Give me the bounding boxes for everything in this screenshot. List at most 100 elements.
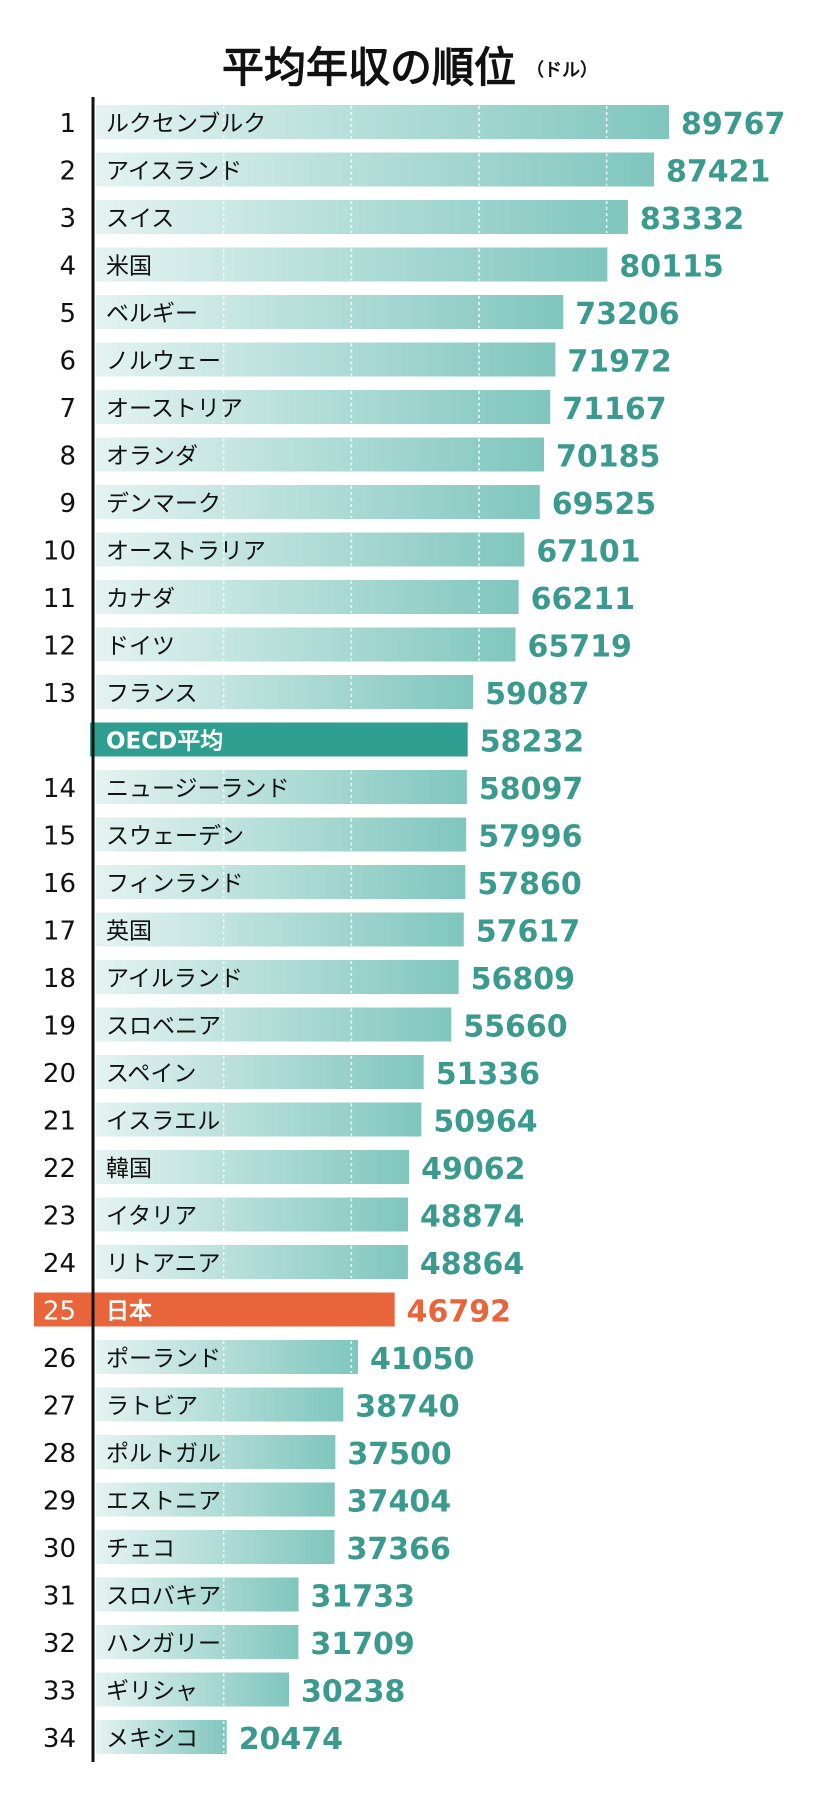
category-label: スロバキア: [106, 1584, 221, 1610]
rank-label: 19: [43, 1012, 76, 1042]
bar: [96, 200, 628, 234]
category-label: ノルウェー: [106, 349, 221, 375]
bar: [96, 247, 608, 282]
value-label: 51336: [436, 1057, 540, 1092]
bar: [96, 152, 655, 187]
bar: [96, 1340, 359, 1374]
bar: [96, 1007, 452, 1042]
rank-label: 15: [43, 822, 76, 852]
value-label: 49062: [421, 1152, 525, 1187]
category-label: チェコ: [106, 1536, 175, 1562]
bar: [96, 817, 467, 852]
category-label: カナダ: [106, 586, 175, 612]
bar: [96, 1245, 408, 1279]
rank-label: 2: [59, 157, 76, 187]
bar: [96, 627, 516, 662]
category-label: スウェーデン: [106, 824, 244, 850]
bar: [96, 1435, 336, 1469]
value-label: 46792: [407, 1295, 511, 1330]
bar: [96, 1720, 227, 1754]
rank-label: 11: [43, 584, 76, 614]
rank-label: 17: [43, 917, 76, 947]
category-label: 米国: [106, 254, 152, 280]
rank-label: 33: [43, 1677, 76, 1707]
value-label: 59087: [485, 677, 589, 712]
bar: [96, 770, 467, 804]
rank-label: 29: [43, 1487, 76, 1517]
bar: [96, 532, 525, 567]
bar: [96, 342, 556, 377]
value-label: 58232: [480, 725, 584, 760]
value-label: 70185: [556, 440, 660, 475]
rank-label: 30: [43, 1534, 76, 1564]
category-label: ハンガリー: [106, 1631, 221, 1657]
value-label: 31709: [310, 1627, 414, 1662]
value-label: 69525: [552, 487, 656, 522]
rank-label: 13: [43, 679, 76, 709]
bar: [96, 1625, 299, 1659]
bar: [96, 960, 459, 994]
bar: [96, 1387, 344, 1422]
value-label: 37500: [347, 1437, 451, 1472]
bar: [96, 437, 545, 472]
value-label: 37404: [347, 1485, 451, 1520]
value-label: 71972: [567, 345, 671, 380]
chart-title: 平均年収の順位 （ドル）: [0, 34, 820, 95]
bar-oecd-average: [90, 722, 468, 757]
bar: [96, 912, 464, 947]
rank-label: 20: [43, 1059, 76, 1089]
rank-label: 21: [43, 1107, 76, 1137]
category-label: イタリア: [106, 1204, 197, 1230]
value-label: 50964: [433, 1105, 537, 1140]
value-label: 48874: [420, 1200, 524, 1235]
bar: [96, 1482, 335, 1517]
category-label: 英国: [106, 919, 152, 945]
rank-label: 34: [43, 1724, 76, 1754]
category-label: デンマーク: [106, 491, 221, 517]
value-label: 65719: [527, 630, 631, 665]
category-label: ルクセンブルク: [106, 111, 266, 137]
value-label: 57860: [477, 867, 581, 902]
rank-label: 31: [43, 1582, 76, 1612]
rank-label: 32: [43, 1629, 76, 1659]
bar: [96, 1102, 422, 1137]
rank-label: 22: [43, 1154, 76, 1184]
value-label: 89767: [681, 107, 785, 142]
value-label: 57617: [476, 915, 580, 950]
category-label: メキシコ: [106, 1726, 198, 1752]
category-label: オーストリア: [106, 396, 243, 422]
rank-label: 24: [43, 1249, 76, 1279]
bar: [96, 1672, 290, 1707]
bar: [96, 865, 466, 899]
category-label: スペイン: [106, 1061, 196, 1087]
value-label: 48864: [420, 1247, 524, 1282]
rank-label: 14: [43, 774, 76, 804]
rank-label: 26: [43, 1344, 76, 1374]
category-label: ドイツ: [106, 634, 175, 660]
category-label: ポルトガル: [106, 1441, 221, 1467]
value-label: 66211: [531, 582, 635, 617]
bars-layer: [34, 105, 669, 1754]
value-label: 71167: [562, 392, 666, 427]
bar: [96, 390, 551, 424]
bar: [96, 1577, 299, 1612]
bar: [96, 295, 564, 329]
category-label: イスラエル: [106, 1109, 220, 1135]
chart-unit: （ドル）: [526, 60, 598, 81]
bar: [96, 1197, 408, 1232]
rank-label: 16: [43, 869, 76, 899]
chart-title-text: 平均年収の順位: [221, 43, 516, 92]
value-label: 58097: [479, 772, 583, 807]
rank-label: 4: [59, 252, 76, 282]
value-label: 20474: [239, 1722, 343, 1757]
value-label: 41050: [370, 1342, 474, 1377]
rank-label: 12: [43, 632, 76, 662]
bar: [96, 675, 474, 709]
value-label: 57996: [478, 820, 582, 855]
rank-label: 6: [59, 347, 76, 377]
category-label: アイスランド: [106, 159, 242, 185]
rank-label: 1: [59, 109, 76, 139]
category-label: アイルランド: [106, 966, 243, 992]
rank-label: 7: [59, 394, 76, 424]
